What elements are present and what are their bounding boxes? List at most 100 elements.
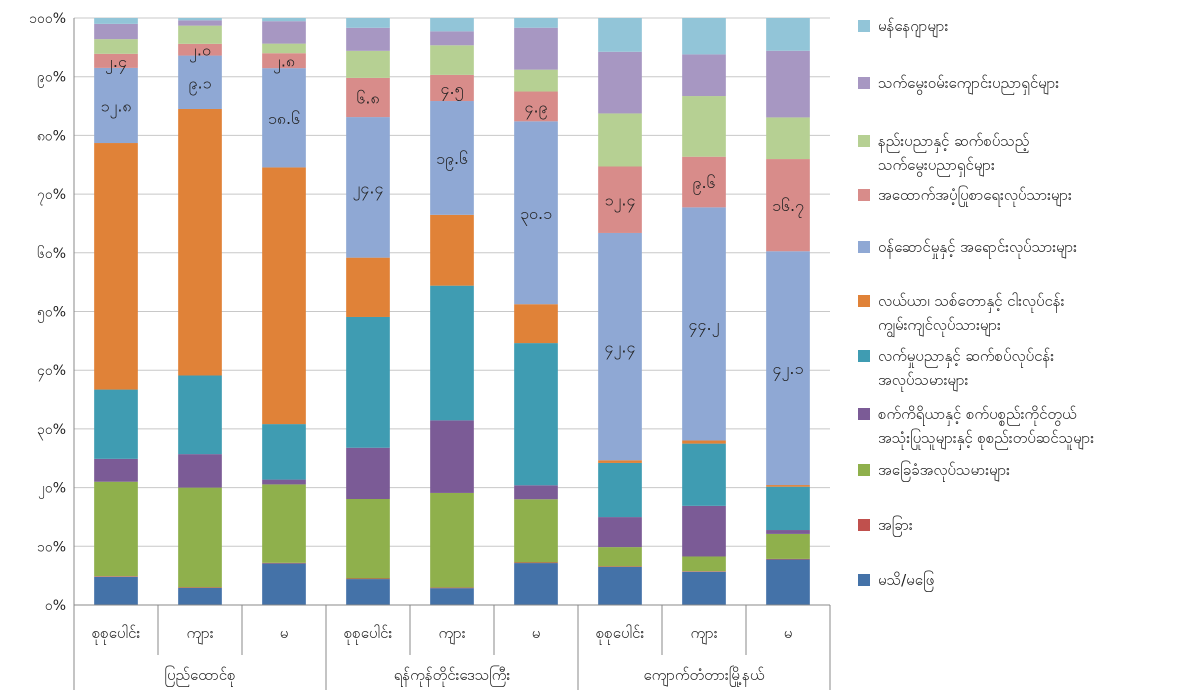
bar-segment [682,18,726,55]
legend-label: အထောက်အပံ့ပြုစာရေးလုပ်သားများ [878,186,1072,204]
bar-segment [94,576,138,605]
y-tick-label: ၀% [45,598,66,614]
bar-segment [430,214,474,286]
bar-segment [262,479,306,485]
data-label: ၂.၄ [105,52,127,74]
data-label: ၆.၈ [356,88,379,107]
bar-segment [514,485,558,500]
bar-segment [766,50,810,118]
bar-stacks [94,18,810,605]
bar-segment [598,460,642,463]
bar-segment [598,51,642,114]
data-label: ၃၀.၁ [520,204,552,226]
bar-segment [178,55,222,109]
bar-segment [262,18,306,22]
bar-segment [430,45,474,75]
group-label: ရန်ကုန်တိုင်းဒေသကြီး [394,665,511,687]
group-label: ပြည်ထောင်စု [164,665,235,687]
data-labels: ၁၂.၈ ၉.၁၁၈.၆၂၄.၄ ၁၉.၆၃၀.၁၄၂.၄ ၄၄.၂၄၂.၁ ၂.၄ ၂.… [100,41,804,381]
bar-segment [346,50,390,78]
y-tick-label: ၃၀% [37,422,66,440]
bar-segment [682,571,726,572]
data-label: ၄၄.၂ [689,315,720,337]
bar-segment [262,43,306,54]
x-tick-label: ကျား [438,624,465,645]
bar-segment [766,530,810,534]
x-tick-label: စုစုပေါင်း [92,624,140,645]
bar-segment [346,117,390,258]
x-tick-label: မ [784,624,793,642]
legend-swatch [858,295,870,307]
legend-swatch [858,241,870,253]
data-label: ၄၂.၁ [773,359,804,381]
legend-swatch [858,408,870,420]
bar-segment [262,424,306,480]
bar-segment [262,68,306,168]
bar-segment [430,101,474,215]
legend-label: စက်ကိရိယာနှင့် စက်ပစ္စည်းကိုင်တွယ် အသုံး… [878,405,1094,447]
legend-swatch [858,464,870,476]
bar-segment [682,443,726,506]
bar-segment [94,67,138,144]
bar-segment [514,304,558,344]
bar-segment [514,343,558,486]
bar-segment [94,53,138,68]
bar-segment [430,31,474,46]
bar-segment [598,113,642,167]
data-label: ၁၉.၆ [436,149,468,171]
bar-segment [94,576,138,577]
bar-segment [598,166,642,233]
bar-segment [598,566,642,605]
legend-swatch [858,574,870,586]
bar-segment [346,27,390,51]
bar-segment [682,571,726,605]
bar-segment [346,77,390,118]
bar-segment [514,18,558,28]
bar-segment [514,27,558,70]
data-label: ၁၆.၇ [772,196,804,218]
bar-segment [346,579,390,605]
bar-segment [430,74,474,102]
x-tick-label: စုစုပေါင်း [596,624,644,645]
y-tick-label: ၂၀% [38,481,66,499]
x-tick-label: ကျား [690,624,717,645]
data-label: ၄.၅ [440,79,463,101]
bar-segment [766,559,810,605]
bar-segment [94,481,138,577]
y-tick-label: ၅၀% [37,305,66,323]
bar-segment [178,587,222,605]
data-label: ၄.၉ [524,97,547,119]
bar-segment [682,440,726,444]
bar-segment [346,578,390,580]
bar-segment [598,566,642,567]
bar-segment [430,492,474,588]
bar-segment [94,389,138,459]
bar-segment [262,21,306,44]
legend-swatch [858,20,870,32]
bar-segment [514,563,558,605]
bar-segment [346,18,390,28]
legend-swatch [858,350,870,362]
y-tick-label: ၄၀% [37,363,66,381]
data-label: ၁၂.၈ [100,96,131,118]
bar-segment [346,447,390,500]
legend-label: အခြေခံအလုပ်သမားများ [878,461,1010,479]
bar-segment [766,485,810,487]
y-tick-label: ၈၀% [37,128,66,144]
data-label: ၉.၁ [188,73,211,95]
bar-segment [766,117,810,160]
bar-segment [178,18,222,21]
legend-swatch [858,135,870,147]
legend: မန်နေဂျာများ သက်မွေးဝမ်းကျောင်းပညာရှင်မျာ… [858,0,1194,600]
legend-label: မသိ/မဖြေ [878,571,935,589]
data-label: ၂.၈ [273,52,295,74]
bar-segment [682,96,726,157]
data-label: ၂.၀ [189,41,211,63]
bar-segment [598,18,642,52]
bar-segment [514,499,558,563]
bar-segment [766,558,810,560]
bar-segment [766,18,810,51]
bar-segment [94,458,138,482]
bar-segment [346,316,390,448]
bar-segment [766,533,810,559]
